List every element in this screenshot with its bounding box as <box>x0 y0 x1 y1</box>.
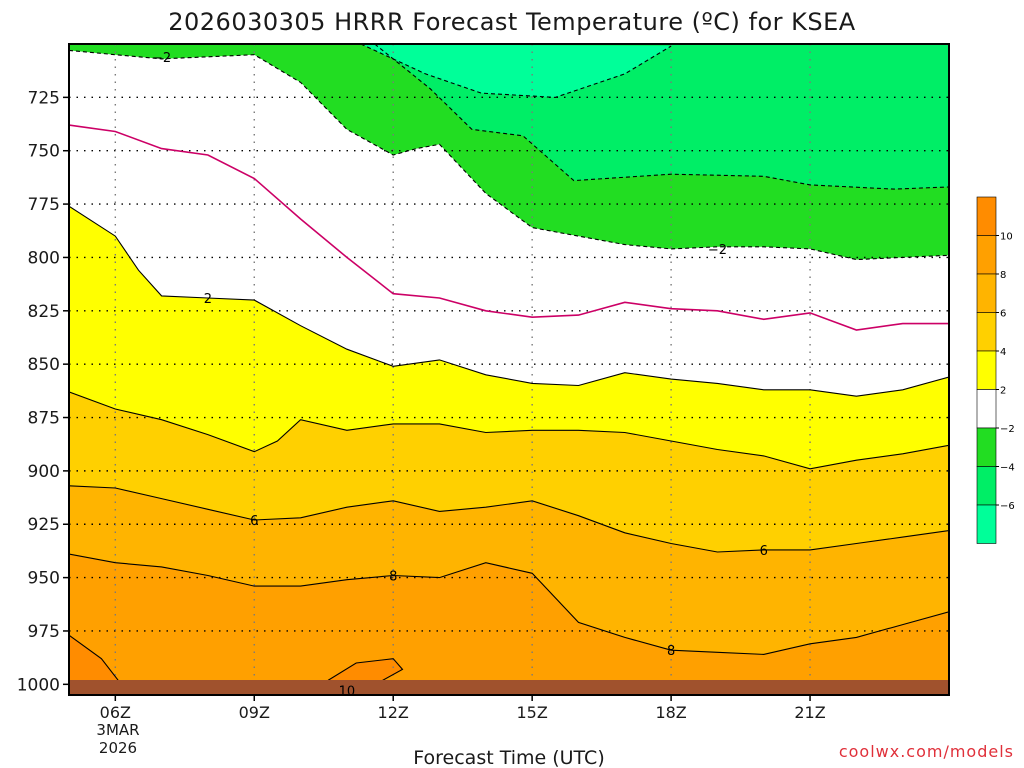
contour-label-6: 8 <box>667 644 675 659</box>
y-tick-label-900: 900 <box>28 462 60 482</box>
x-tick-label-21Z: 21Z <box>794 703 825 722</box>
contour-4-5 <box>69 391 949 470</box>
x-axis: 06Z 09Z 12Z 15Z 18Z 21Z <box>100 695 826 722</box>
plot-frame <box>68 43 950 696</box>
colorbar-label-3: 4 <box>1000 347 1006 358</box>
fill-band-10-12-1 <box>69 635 125 691</box>
colorbar-label-5: −2 <box>1000 424 1015 435</box>
colorbar-label-2: 6 <box>1000 309 1006 320</box>
x-date-year: 2026 <box>99 739 137 757</box>
x-tick-label-12Z: 12Z <box>378 703 409 722</box>
x-axis-label: Forecast Time (UTC) <box>413 747 604 768</box>
contour-6-6 <box>69 485 949 553</box>
y-tick-label-1000: 1000 <box>17 675 60 695</box>
colorbar-swatch-8 <box>976 504 997 544</box>
y-tick-label-950: 950 <box>28 569 60 589</box>
fill-band-8-10 <box>69 554 949 695</box>
temperature-fill-bands <box>69 44 949 695</box>
contour-labels: −2 −2 2 6 6 8 8 10 <box>152 51 768 700</box>
colorbar-swatch-3 <box>976 312 997 352</box>
contour-0-3 <box>69 124 949 331</box>
colorbar-label-7: −6 <box>1000 501 1015 512</box>
colorbar-legend: 10 8 6 4 2 −2 −4 −6 <box>976 196 1015 544</box>
y-axis: 725 750 775 800 825 850 875 900 925 950 975 1000 <box>17 88 69 695</box>
colorbar-swatch-6 <box>976 427 997 467</box>
contour-label-3: 6 <box>250 514 258 529</box>
contour-label-2: 2 <box>204 292 212 307</box>
colorbar-swatch-2 <box>976 273 997 313</box>
contour-label-1: −2 <box>708 243 727 258</box>
contour-label-5: 8 <box>389 569 397 584</box>
source-credit: coolwx.com/models <box>839 742 1014 761</box>
y-tick-label-800: 800 <box>28 248 60 268</box>
contour-2-4 <box>69 205 949 397</box>
y-tick-label-750: 750 <box>28 142 60 162</box>
x-tick-label-15Z: 15Z <box>516 703 547 722</box>
x-tick-label-09Z: 09Z <box>239 703 270 722</box>
contour-label-0: −2 <box>152 51 171 66</box>
colorbar-label-4: 2 <box>1000 386 1006 397</box>
x-tick-label-18Z: 18Z <box>655 703 686 722</box>
y-tick-label-725: 725 <box>28 88 60 108</box>
colorbar-swatch-4 <box>976 350 997 390</box>
x-tick-label-06Z: 06Z <box>100 703 131 722</box>
colorbar-swatch-1 <box>976 235 997 275</box>
x-date-month: 3MAR <box>96 721 139 739</box>
colorbar-swatch-0 <box>976 196 997 236</box>
colorbar-label-1: 8 <box>1000 270 1006 281</box>
y-tick-label-825: 825 <box>28 302 60 322</box>
y-tick-label-925: 925 <box>28 515 60 535</box>
y-tick-label-875: 875 <box>28 409 60 429</box>
contour-minus2-2 <box>69 49 949 261</box>
y-tick-label-850: 850 <box>28 355 60 375</box>
ground-surface <box>69 680 949 695</box>
y-tick-label-775: 775 <box>28 195 60 215</box>
contour-label-4: 6 <box>760 544 768 559</box>
colorbar-label-0: 10 <box>1000 232 1013 243</box>
colorbar-swatch-7 <box>976 466 997 506</box>
contour-lines <box>69 44 949 692</box>
colorbar-swatch-5 <box>976 389 997 429</box>
contour-8-7 <box>69 553 949 655</box>
contour-label-7: 10 <box>339 685 356 700</box>
y-tick-label-975: 975 <box>28 622 60 642</box>
contour-minus6-0 <box>360 44 672 98</box>
chart-title: 2026030305 HRRR Forecast Temperature (ºC… <box>168 8 856 36</box>
fill-band-minus8-minus6 <box>360 44 672 98</box>
contour-minus4-1 <box>374 44 949 190</box>
colorbar-label-6: −4 <box>1000 463 1015 474</box>
